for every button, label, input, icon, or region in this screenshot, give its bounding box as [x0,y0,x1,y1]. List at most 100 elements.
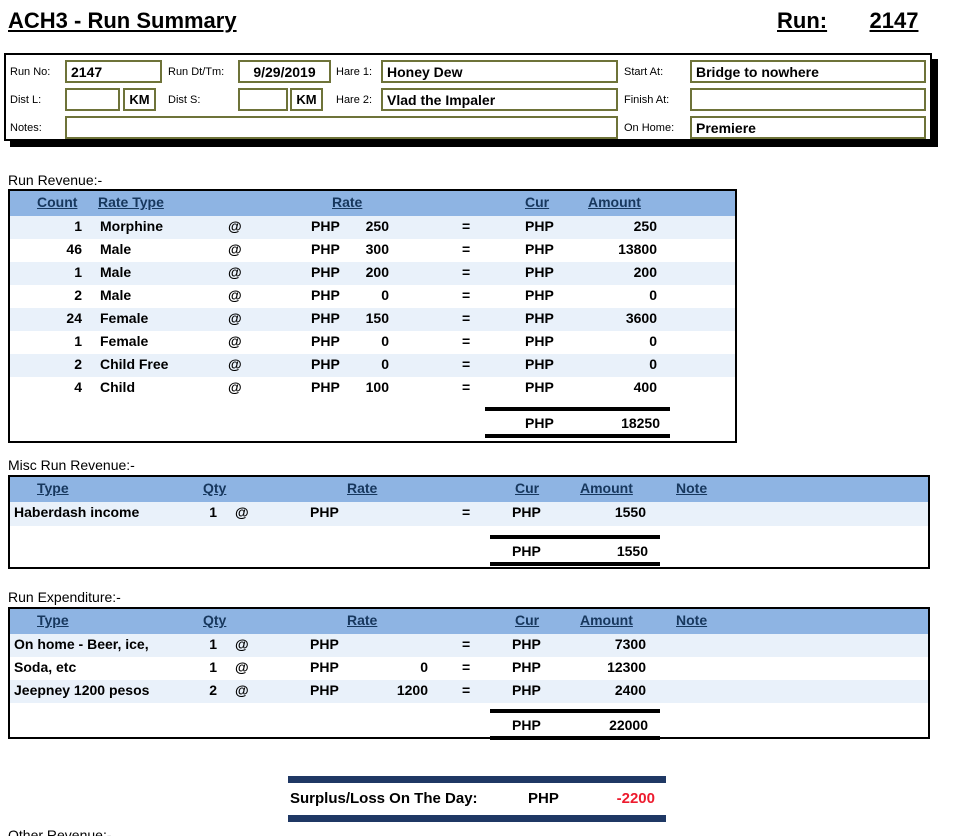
cell-rate-type: Child [100,379,135,395]
expenditure-total: PHP 22000 [490,709,660,740]
expenditure-header-row: Type Qty Rate Cur Amount Note [10,609,928,634]
cell-count: 4 [74,379,82,395]
run-label: Run: [777,8,828,33]
run-revenue-total: PHP 18250 [485,407,670,438]
hare1-label: Hare 1: [336,66,373,78]
header-rate-type: Rate Type [98,194,164,210]
header-type: Type [37,612,69,628]
cell-rate-cur: PHP [311,264,340,280]
dist-s-unit-label: KM [290,88,323,111]
cell-cur: PHP [525,241,554,257]
table-row: 2 Male @ PHP 0 = PHP 0 [10,285,735,308]
cell-rate-type: Child Free [100,356,169,372]
table-row: 24 Female @ PHP 150 = PHP 3600 [10,308,735,331]
cell-type: On home - Beer, ice, [14,636,149,652]
at-sign: @ [235,659,249,675]
cell-amount: 0 [649,287,657,303]
equals-sign: = [462,218,471,234]
total-amount: 1550 [616,542,648,559]
run-details-form: Run No: Run Dt/Tm: Hare 1: Start At: Dis… [4,53,932,141]
header-cur: Cur [515,612,540,628]
cell-qty: 1 [209,504,217,520]
header-rate: Rate [347,612,378,628]
at-sign: @ [228,310,242,326]
other-revenue-section-label: Other Revenue:- [8,827,112,836]
table-row: 1 Morphine @ PHP 250 = PHP 250 [10,216,735,239]
equals-sign: = [462,659,471,675]
dist-s-label: Dist S: [168,94,201,106]
cell-count: 1 [74,333,82,349]
header-cur: Cur [515,480,540,496]
finish-at-field[interactable] [690,88,926,111]
dist-s-field[interactable] [238,88,288,111]
cell-count: 2 [74,287,82,303]
header-amount: Amount [580,612,633,628]
cell-cur: PHP [512,659,541,675]
cell-count: 1 [74,264,82,280]
cell-count: 46 [66,241,82,257]
equals-sign: = [462,287,471,303]
surplus-row: Surplus/Loss On The Day: PHP -2200 [288,785,666,813]
equals-sign: = [462,241,471,257]
table-row: On home - Beer, ice, 1 @ PHP = PHP 7300 [10,634,928,657]
cell-rate-type: Male [100,264,132,280]
hare2-label: Hare 2: [336,94,373,106]
cell-cur: PHP [525,287,554,303]
at-sign: @ [228,333,242,349]
run-no-field[interactable] [65,60,162,83]
run-dt-field[interactable] [238,60,331,83]
cell-rate-cur: PHP [311,379,340,395]
table-row: 46 Male @ PHP 300 = PHP 13800 [10,239,735,262]
cell-rate: 0 [381,287,389,303]
equals-sign: = [462,379,471,395]
cell-amount: 0 [649,333,657,349]
cell-rate: 300 [365,241,389,257]
notes-field[interactable] [65,116,618,139]
cell-rate-cur: PHP [310,636,339,652]
cell-rate-cur: PHP [311,333,340,349]
cell-rate-cur: PHP [310,659,339,675]
total-cur: PHP [525,414,554,431]
at-sign: @ [228,264,242,280]
table-row: Haberdash income 1 @ PHP = PHP 1550 [10,502,928,526]
equals-sign: = [462,264,471,280]
total-amount: 18250 [621,414,660,431]
table-row: 2 Child Free @ PHP 0 = PHP 0 [10,354,735,377]
cell-rate-cur: PHP [311,241,340,257]
cell-qty: 1 [209,636,217,652]
cell-rate: 200 [365,264,389,280]
cell-type: Soda, etc [14,659,77,675]
on-home-field[interactable] [690,116,926,139]
finish-at-label: Finish At: [624,94,670,106]
cell-rate: 0 [381,356,389,372]
hare1-field[interactable] [381,60,618,83]
at-sign: @ [228,241,242,257]
surplus-label: Surplus/Loss On The Day: [290,790,478,807]
hare2-field[interactable] [381,88,618,111]
start-at-field[interactable] [690,60,926,83]
cell-cur: PHP [512,504,541,520]
header-rate: Rate [347,480,378,496]
cell-count: 1 [74,218,82,234]
cell-amount: 0 [649,356,657,372]
cell-rate-cur: PHP [311,356,340,372]
cell-rate: 100 [365,379,389,395]
dist-l-field[interactable] [65,88,120,111]
cell-amount: 250 [633,218,657,234]
cell-amount: 1550 [614,504,646,520]
cell-rate-cur: PHP [310,682,339,698]
misc-revenue-header-row: Type Qty Rate Cur Amount Note [10,477,928,502]
cell-rate-type: Male [100,241,132,257]
cell-amount: 13800 [618,241,657,257]
table-row: Soda, etc 1 @ PHP 0 = PHP 12300 [10,657,928,680]
table-row: 1 Female @ PHP 0 = PHP 0 [10,331,735,354]
cell-amount: 400 [633,379,657,395]
surplus-top-rule [288,776,666,783]
cell-type: Haberdash income [14,504,140,520]
cell-cur: PHP [525,218,554,234]
equals-sign: = [462,504,471,520]
cell-rate-type: Morphine [100,218,163,234]
at-sign: @ [235,682,249,698]
cell-cur: PHP [512,682,541,698]
